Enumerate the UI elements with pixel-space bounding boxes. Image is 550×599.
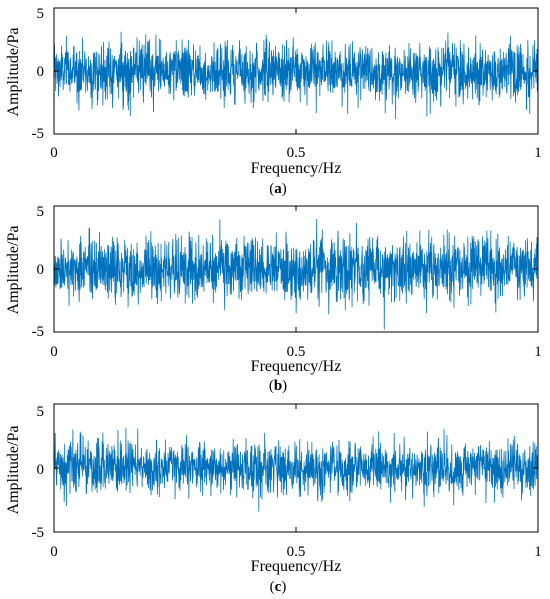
y-tick-minus5: -5	[32, 126, 45, 142]
x-tick-0-5: 0.5	[287, 544, 306, 560]
y-axis-label: Amplitude/Pa	[5, 28, 22, 117]
panel-b: Amplitude/Pa 5 0 -5 0 0.5 1 Frequency/Hz…	[5, 204, 542, 394]
plot-area	[53, 205, 539, 333]
y-tick-minus5: -5	[32, 324, 45, 340]
x-tick-0-5: 0.5	[287, 145, 306, 161]
x-tick-0: 0	[50, 145, 58, 161]
x-axis-label: Frequency/Hz	[251, 558, 342, 575]
panel-a: Amplitude/Pa 5 0 -5 0 0.5 1 Frequency/Hz…	[5, 6, 542, 197]
x-axis-label: Frequency/Hz	[251, 358, 342, 375]
y-tick-0: 0	[37, 462, 45, 478]
y-tick-5: 5	[37, 6, 45, 22]
panel-caption: (a)	[269, 181, 287, 197]
x-tick-0-5: 0.5	[287, 344, 306, 360]
plot-area	[53, 403, 539, 533]
x-tick-1: 1	[534, 544, 542, 560]
series-line	[54, 427, 538, 512]
y-tick-5: 5	[37, 204, 45, 220]
x-tick-0: 0	[50, 544, 58, 560]
y-axis-label: Amplitude/Pa	[5, 426, 22, 515]
y-tick-0: 0	[37, 262, 45, 278]
plot-area	[53, 7, 539, 135]
x-axis-label: Frequency/Hz	[251, 160, 342, 177]
y-tick-5: 5	[37, 404, 45, 420]
x-tick-0: 0	[50, 344, 58, 360]
panel-c: Amplitude/Pa 5 0 -5 0 0.5 1 Frequency/Hz…	[5, 403, 542, 595]
y-axis-label: Amplitude/Pa	[5, 226, 22, 315]
panel-caption: (c)	[270, 579, 287, 595]
x-tick-1: 1	[534, 145, 542, 161]
y-tick-minus5: -5	[32, 525, 45, 541]
x-tick-1: 1	[534, 344, 542, 360]
panel-caption: (b)	[269, 378, 287, 394]
y-tick-0: 0	[37, 64, 45, 80]
series-line	[54, 31, 538, 120]
series-line	[54, 218, 538, 330]
